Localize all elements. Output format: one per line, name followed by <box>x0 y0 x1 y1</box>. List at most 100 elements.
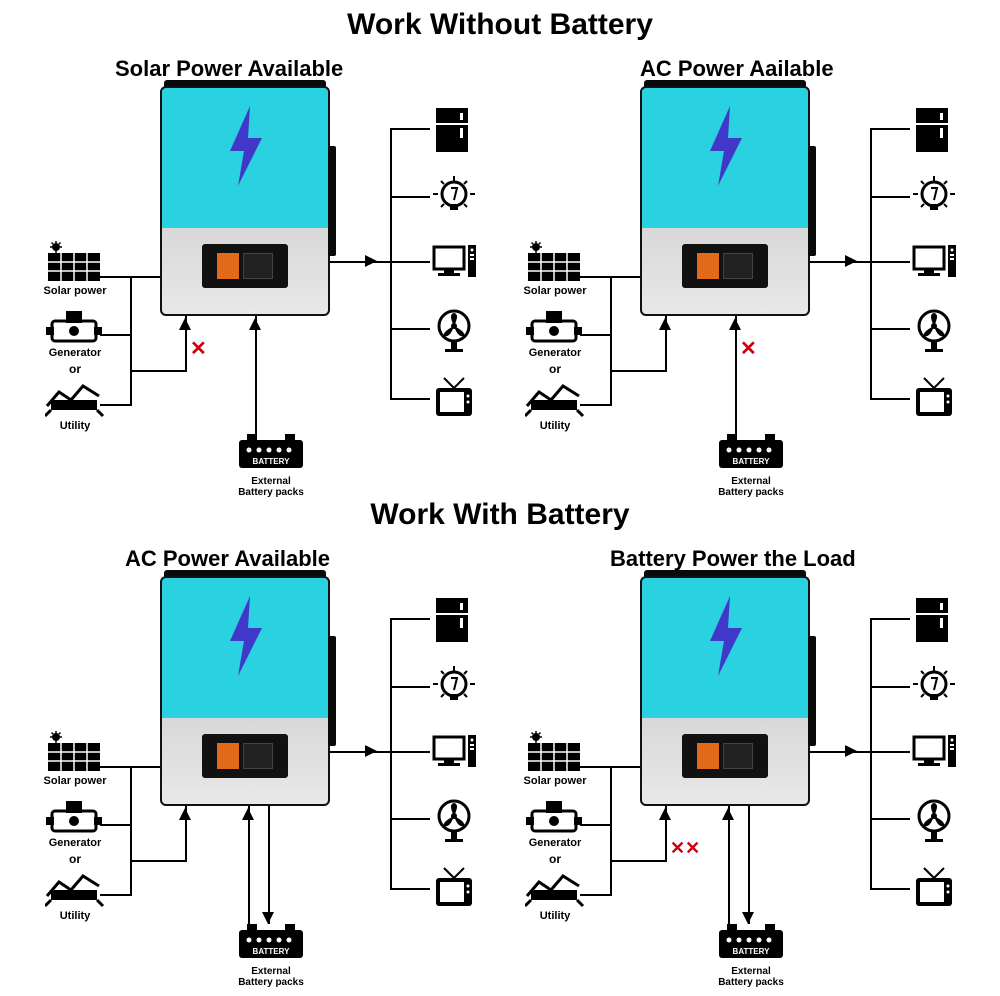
load-fridge <box>430 596 478 644</box>
battery-pack: ExternalBattery packs <box>705 434 797 498</box>
wire <box>390 818 430 820</box>
inverter-screen <box>682 244 768 288</box>
load-bulb <box>910 174 958 222</box>
inverter-unit <box>640 576 810 806</box>
wire <box>728 806 730 924</box>
panel-p1: Solar power Generator or Utility Externa… <box>30 86 500 506</box>
load-fridge <box>430 106 478 154</box>
load-bulb <box>430 664 478 712</box>
bolt-icon <box>700 106 750 186</box>
source-solar: Solar power <box>30 731 120 787</box>
inverter-screen <box>202 734 288 778</box>
source-or: or <box>30 850 120 866</box>
wire <box>100 824 132 826</box>
panel-p4: Solar power Generator or Utility Externa… <box>510 576 980 996</box>
wire <box>390 618 392 890</box>
computer-icon <box>430 241 478 289</box>
source-generator-label: Generator <box>30 347 120 359</box>
wire <box>610 766 612 896</box>
inverter-screen <box>682 734 768 778</box>
wire <box>580 824 612 826</box>
arrow-up-icon <box>179 808 191 820</box>
load-computer <box>430 241 478 289</box>
wire <box>610 276 612 406</box>
wire <box>390 128 430 130</box>
wire <box>810 261 872 263</box>
generator-icon <box>526 311 584 345</box>
wire <box>390 261 430 263</box>
wire <box>390 618 430 620</box>
source-or: or <box>30 360 120 376</box>
wire <box>870 128 910 130</box>
arrow-up-icon <box>659 318 671 330</box>
generator-icon <box>46 311 104 345</box>
battery-pack-icon <box>235 434 307 470</box>
wire <box>390 196 430 198</box>
wire <box>870 328 910 330</box>
wire <box>870 261 910 263</box>
bolt-icon <box>220 596 270 676</box>
panel-title-p4: Battery Power the Load <box>610 546 856 572</box>
wire <box>390 398 430 400</box>
load-tv <box>430 376 478 424</box>
arrow-right-icon <box>845 255 857 267</box>
source-or: or <box>510 850 600 866</box>
wire <box>100 894 132 896</box>
wire <box>248 806 250 924</box>
x-mark-icon: ✕ <box>190 336 207 361</box>
source-or-label: or <box>30 362 120 376</box>
wire <box>748 806 750 924</box>
panel-title-p2: AC Power Aailable <box>640 56 834 82</box>
source-solar: Solar power <box>30 241 120 297</box>
arrow-down-icon <box>742 912 754 924</box>
inverter-screen <box>202 244 288 288</box>
wire <box>580 334 612 336</box>
utility-grid-icon <box>45 378 105 418</box>
tv-icon <box>430 376 478 424</box>
battery-pack: ExternalBattery packs <box>705 924 797 988</box>
wire <box>810 751 872 753</box>
bolt-icon <box>700 596 750 676</box>
arrow-up-icon <box>179 318 191 330</box>
source-or: or <box>510 360 600 376</box>
load-tv <box>430 866 478 914</box>
arrow-right-icon <box>845 745 857 757</box>
wire <box>100 404 132 406</box>
battery-pack: ExternalBattery packs <box>225 924 317 988</box>
load-computer <box>910 731 958 779</box>
wire <box>870 818 910 820</box>
wire <box>580 894 612 896</box>
wire <box>870 888 910 890</box>
load-fan <box>910 306 958 354</box>
load-tv <box>910 866 958 914</box>
source-utility-label: Utility <box>30 420 120 432</box>
wire <box>390 686 430 688</box>
arrow-right-icon <box>365 255 377 267</box>
load-fan <box>910 796 958 844</box>
wire <box>870 686 910 688</box>
wire <box>580 404 612 406</box>
panel-title-p3: AC Power Available <box>125 546 330 572</box>
inverter-unit <box>160 576 330 806</box>
source-solar: Solar power <box>510 731 600 787</box>
arrow-right-icon <box>365 745 377 757</box>
wire <box>255 316 257 434</box>
arrow-up-icon <box>729 318 741 330</box>
arrow-up-icon <box>242 808 254 820</box>
wire <box>100 334 132 336</box>
panel-title-p1: Solar Power Available <box>115 56 343 82</box>
panel-p3: Solar power Generator or Utility Externa… <box>30 576 500 996</box>
lightbulb-icon <box>430 174 478 222</box>
wire <box>390 328 430 330</box>
wire <box>330 261 392 263</box>
wire <box>870 398 910 400</box>
battery-pack: ExternalBattery packs <box>225 434 317 498</box>
wire <box>870 618 872 890</box>
load-fridge <box>910 106 958 154</box>
wire <box>870 751 910 753</box>
inverter-unit <box>160 86 330 316</box>
load-computer <box>430 731 478 779</box>
solar-panel-icon <box>46 241 104 283</box>
wire <box>330 751 392 753</box>
battery-pack-icon <box>715 434 787 470</box>
